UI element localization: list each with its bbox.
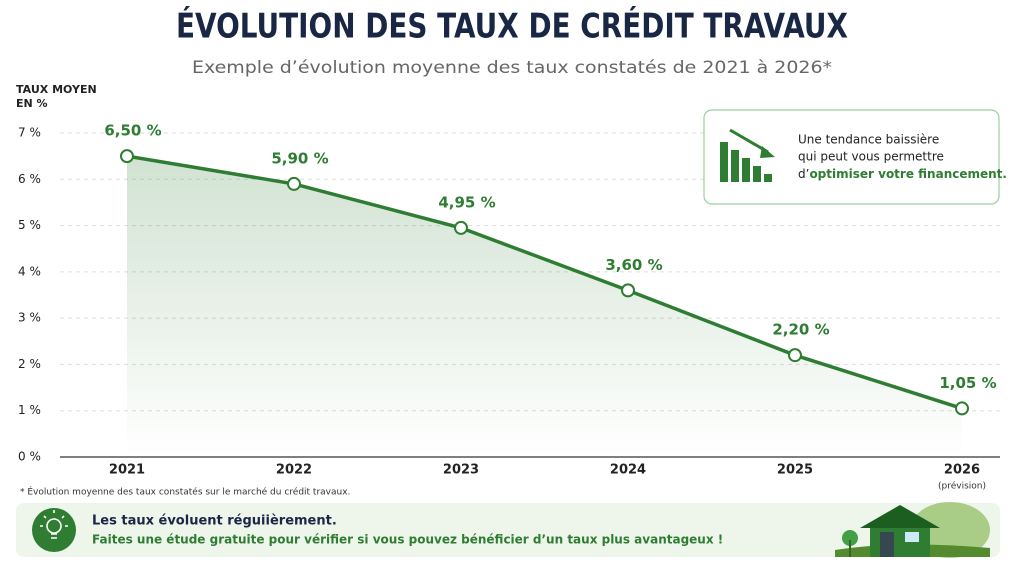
data-point [621, 283, 635, 298]
y-axis-label: TAUX MOYEN [16, 83, 97, 96]
house-illustration [835, 502, 990, 558]
y-tick-label: 7 % [18, 126, 41, 140]
bulb-icon [40, 510, 68, 539]
line [126, 154, 963, 411]
y-tick-label: 6 % [18, 172, 41, 186]
banner-title: Les taux évoluent réguiièrement. [92, 514, 337, 529]
data-point [955, 401, 969, 416]
y-tick-label: 4 % [18, 264, 41, 278]
data-label: 6,50 % [104, 122, 161, 140]
x-tick-label: 2021 [109, 463, 145, 478]
y-tick-label: 3 % [18, 311, 41, 325]
data-point [788, 348, 802, 363]
x-tick-label: 2022 [276, 463, 312, 478]
banner [16, 503, 1000, 557]
banner-text: Faites une étude gratuite pour vérifier … [92, 533, 723, 547]
footnote: * Évolution moyenne des taux constatés s… [20, 486, 350, 498]
chart-title: ÉVOLUTION DES TAUX DE CRÉDIT TRAVAUX [176, 6, 848, 47]
y-axis-label: EN % [16, 97, 48, 110]
trend-icon [720, 128, 775, 182]
data-label: 1,05 % [939, 374, 996, 392]
x-tick-label: 2026 [944, 463, 980, 478]
callout-text: d’optimiser votre financement. [798, 167, 1007, 181]
data-label: 5,90 % [271, 149, 328, 167]
callout-text: qui peut vous permettre [798, 150, 944, 164]
data-point [120, 149, 134, 164]
y-tick-label: 5 % [18, 218, 41, 232]
data-point [454, 220, 468, 235]
data-point [287, 176, 301, 191]
y-tick-label: 1 % [18, 403, 41, 417]
data-label: 4,95 % [438, 193, 495, 211]
callout-box [703, 109, 1000, 205]
y-tick-label: 0 % [18, 450, 41, 464]
x-tick-note: (prévision) [938, 481, 986, 492]
bulb-icon [32, 508, 76, 552]
x-tick-label: 2024 [610, 463, 646, 478]
callout-text: d’ [798, 167, 809, 181]
area [127, 156, 962, 457]
y-tick-label: 2 % [18, 357, 41, 371]
plot: 0 % 1 % 2 % 3 % 4 % 5 % 6 % 7 % 2021 2022 2023 2024… [18, 122, 1000, 492]
x-tick-label: 2025 [777, 463, 813, 478]
callout-emphasis: optimiser votre financement. [809, 167, 1007, 181]
x-tick-label: 2023 [443, 463, 479, 478]
chart-subtitle: Exemple d’évolution moyenne des taux con… [192, 58, 832, 78]
data-label: 2,20 % [772, 321, 829, 339]
data-label: 3,60 % [605, 256, 662, 274]
callout-text: Une tendance baissière [798, 133, 939, 147]
